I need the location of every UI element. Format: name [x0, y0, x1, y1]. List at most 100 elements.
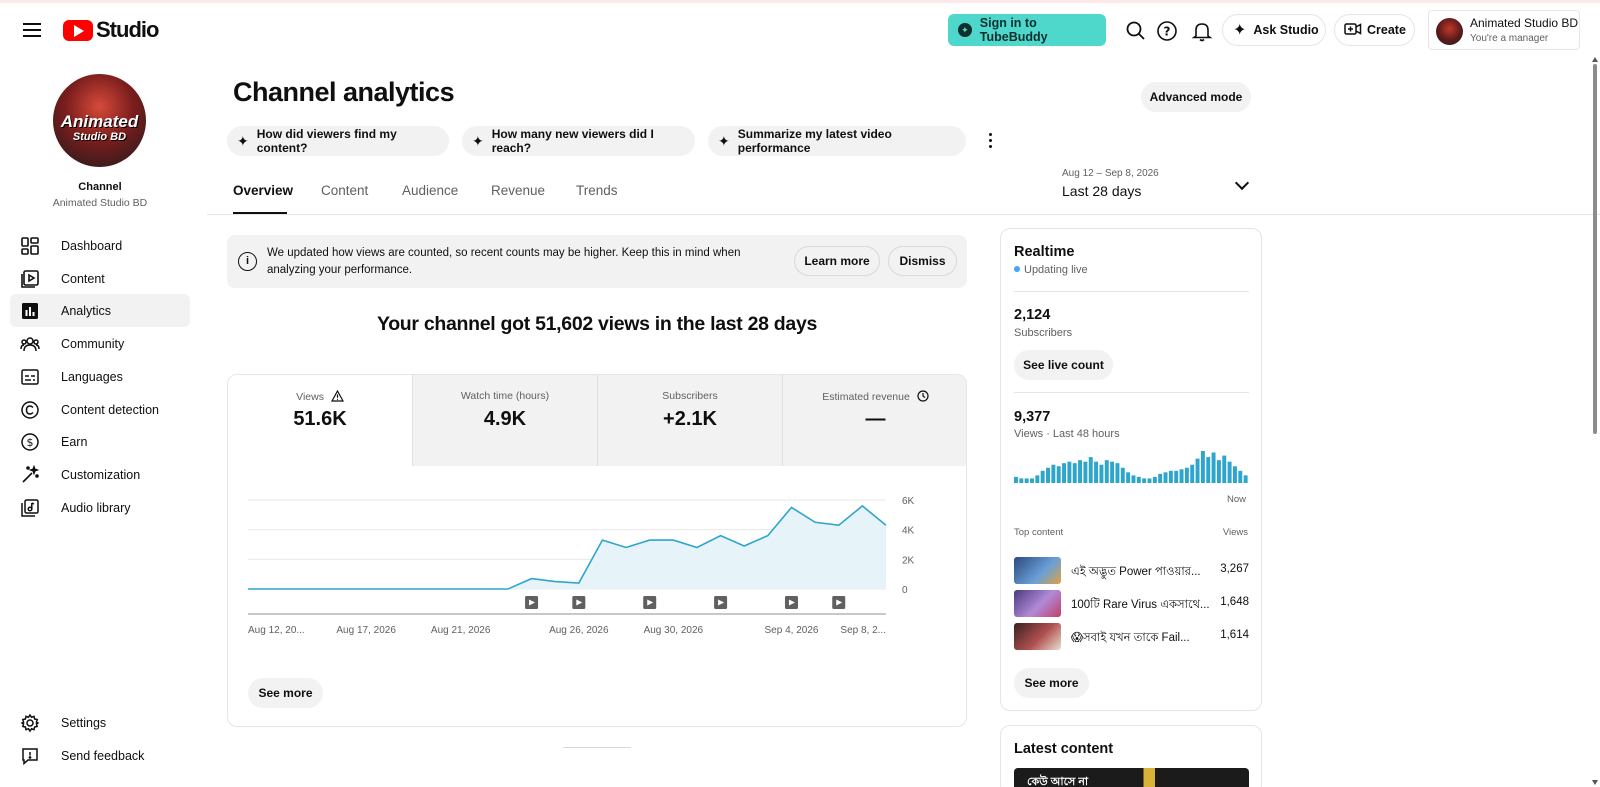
- x-tick-label: Aug 12, 20...: [248, 625, 305, 636]
- video-thumbnail: [1014, 623, 1061, 650]
- channel-avatar[interactable]: Animated Studio BD: [53, 74, 146, 167]
- see-more-button[interactable]: See more: [1014, 668, 1089, 698]
- menu-icon[interactable]: [20, 19, 44, 43]
- tab-content[interactable]: Content: [321, 183, 369, 198]
- scroll-up-icon[interactable]: [1592, 57, 1598, 62]
- account-name: Animated Studio BD: [1470, 16, 1579, 30]
- top-content-item[interactable]: 100টি Rare Virus একসাথে... 1,648: [1014, 590, 1249, 617]
- vertical-scrollbar[interactable]: [1591, 57, 1599, 787]
- metric-label: Watch time (hours): [460, 390, 550, 402]
- suggestion-chip[interactable]: ✦ How many new viewers did I reach?: [462, 126, 695, 156]
- x-tick-label: Aug 26, 2026: [549, 625, 609, 636]
- overview-chart-card: Views 51.6K Watch time (hours) 4.9K Subs…: [227, 374, 967, 727]
- x-tick-label: Sep 8, 2...: [840, 625, 886, 636]
- play-icon: [647, 599, 654, 606]
- sidebar-item-community[interactable]: Community: [10, 327, 190, 360]
- svg-text:$: $: [27, 436, 34, 449]
- realtime-bar: [1184, 467, 1189, 483]
- metric-value: 4.9K: [483, 408, 527, 430]
- realtime-bar: [1131, 475, 1136, 483]
- ask-studio-label: Ask Studio: [1253, 23, 1319, 37]
- scroll-hint: [563, 747, 631, 748]
- sidebar-item-customization[interactable]: Customization: [10, 458, 190, 491]
- play-icon: [718, 599, 725, 606]
- play-icon: [836, 599, 843, 606]
- x-tick-label: Sep 4, 2026: [765, 625, 819, 636]
- sparkle-icon: ✦: [718, 132, 730, 149]
- scrollbar-thumb[interactable]: [1593, 64, 1597, 434]
- scroll-down-icon[interactable]: [1592, 780, 1598, 785]
- realtime-bar: [1195, 458, 1200, 483]
- tubebuddy-signin-button[interactable]: ✦ Sign in to TubeBuddy: [948, 14, 1106, 46]
- help-icon[interactable]: ?: [1155, 19, 1179, 43]
- account-switcher[interactable]: Animated Studio BD You're a manager: [1428, 10, 1580, 50]
- sidebar-item-languages[interactable]: Languages: [10, 360, 190, 393]
- metric-views[interactable]: Views 51.6K: [228, 375, 413, 466]
- suggestion-chip[interactable]: ✦ How did viewers find my content?: [227, 126, 449, 156]
- sidebar-item-send-feedback[interactable]: Send feedback: [10, 739, 190, 772]
- realtime-bar: [1046, 467, 1050, 483]
- metric-watch-time[interactable]: Watch time (hours) 4.9K: [413, 375, 598, 466]
- realtime-subscribers-label: Subscribers: [1014, 327, 1073, 339]
- studio-logo[interactable]: Studio: [63, 17, 159, 43]
- see-more-button[interactable]: See more: [248, 678, 323, 708]
- learn-more-button[interactable]: Learn more: [794, 246, 880, 276]
- realtime-bar-chart: [1014, 451, 1248, 483]
- play-icon: [576, 599, 583, 606]
- sidebar-item-earn[interactable]: $ Earn: [10, 425, 190, 458]
- tab-trends[interactable]: Trends: [576, 183, 618, 198]
- sidebar-item-dashboard[interactable]: Dashboard: [10, 229, 190, 262]
- metric-subscribers[interactable]: Subscribers +2.1K: [598, 375, 783, 466]
- chip-label: Summarize my latest video performance: [737, 127, 892, 155]
- content-icon: [19, 268, 41, 290]
- suggestion-chip[interactable]: ✦ Summarize my latest video performance: [708, 126, 966, 156]
- ask-studio-button[interactable]: ✦ Ask Studio: [1222, 14, 1326, 46]
- sidebar-item-label: Audio library: [61, 500, 131, 515]
- sidebar-item-label: Analytics: [61, 303, 112, 318]
- tab-audience[interactable]: Audience: [402, 183, 459, 198]
- tab-revenue[interactable]: Revenue: [491, 183, 546, 198]
- realtime-bar: [1222, 455, 1227, 483]
- video-thumbnail: [1014, 557, 1061, 584]
- realtime-bar: [1024, 478, 1029, 483]
- create-button[interactable]: Create: [1334, 14, 1415, 46]
- metric-estimated-revenue[interactable]: Estimated revenue —: [783, 375, 966, 466]
- y-tick-label: 4K: [902, 526, 915, 537]
- metric-value: —: [865, 408, 886, 430]
- divider: [1014, 291, 1249, 292]
- sidebar-item-audio-library[interactable]: Audio library: [10, 491, 190, 524]
- sidebar-item-content[interactable]: Content: [10, 262, 190, 295]
- latest-video-thumbnail[interactable]: [1014, 768, 1249, 787]
- page-title: Channel analytics: [233, 77, 455, 107]
- dashboard-icon: [19, 235, 41, 257]
- create-label: Create: [1367, 23, 1406, 37]
- realtime-bar: [1104, 460, 1109, 483]
- top-content-label: Top content: [1014, 527, 1064, 538]
- sparkle-icon: ✦: [1233, 22, 1247, 39]
- channel-label: Channel: [78, 181, 122, 193]
- now-label: Now: [1227, 494, 1247, 505]
- top-content-item[interactable]: 😱সবাই যখন তাকে Fail... 1,614: [1014, 623, 1249, 650]
- realtime-bar: [1014, 476, 1018, 483]
- more-options-icon[interactable]: [985, 130, 995, 150]
- realtime-bar: [1243, 475, 1248, 483]
- notifications-icon[interactable]: [1190, 19, 1214, 43]
- sidebar-item-analytics[interactable]: Analytics: [10, 294, 190, 327]
- date-range-picker[interactable]: Aug 12 – Sep 8, 2026 Last 28 days: [1062, 168, 1255, 202]
- realtime-bar: [1035, 475, 1040, 483]
- account-avatar: [1436, 18, 1463, 45]
- metric-label: Views: [296, 391, 324, 403]
- top-content-item[interactable]: এই অদ্ভুত Power পাওয়ার... 3,267: [1014, 557, 1249, 584]
- dismiss-button[interactable]: Dismiss: [888, 246, 957, 276]
- advanced-mode-button[interactable]: Advanced mode: [1141, 82, 1251, 112]
- sidebar-item-settings[interactable]: Settings: [10, 706, 190, 739]
- realtime-bar: [1056, 466, 1061, 483]
- see-live-count-button[interactable]: See live count: [1014, 350, 1113, 380]
- chip-label: How did viewers find my content?: [256, 127, 397, 155]
- sidebar: Animated Studio BD Channel Animated Stud…: [0, 57, 200, 787]
- sidebar-item-content-detection[interactable]: Content detection: [10, 393, 190, 426]
- tab-overview[interactable]: Overview: [233, 183, 294, 198]
- svg-text:?: ?: [1164, 25, 1171, 39]
- warning-icon: [327, 389, 344, 403]
- search-icon[interactable]: [1124, 19, 1148, 43]
